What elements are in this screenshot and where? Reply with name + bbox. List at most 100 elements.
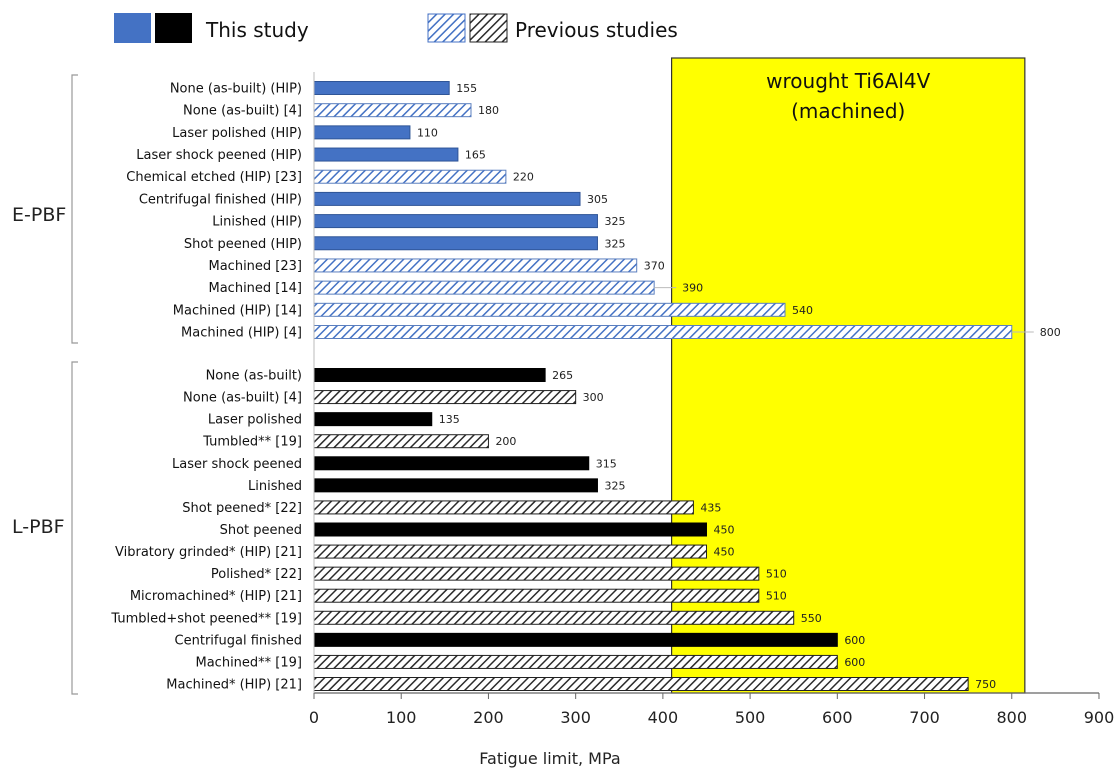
value-label-ebpf-9: 390	[682, 282, 703, 295]
value-label-lpbf-6: 435	[700, 501, 721, 514]
group-label-ebpf: E-PBF	[12, 204, 66, 226]
category-label-ebpf-7: Shot peened (HIP)	[184, 237, 302, 252]
legend: This study Previous studies	[114, 13, 678, 43]
x-tick-label-2: 200	[473, 708, 504, 727]
value-label-lpbf-11: 550	[801, 612, 822, 625]
bar-ebpf-4	[313, 169, 507, 184]
band-label-line-1: wrought Ti6Al4V	[766, 69, 930, 93]
category-label-ebpf-1: None (as-built) [4]	[183, 104, 302, 119]
value-label-lpbf-10: 510	[766, 590, 787, 603]
value-label-ebpf-10: 540	[792, 304, 813, 317]
category-label-lpbf-8: Vibratory grinded* (HIP) [21]	[115, 545, 302, 560]
bar-lpbf-8	[313, 544, 707, 559]
bar-lpbf-9	[313, 566, 760, 581]
value-label-ebpf-8: 370	[644, 259, 665, 272]
bar-ebpf-3	[313, 147, 459, 162]
category-label-lpbf-11: Tumbled+shot peened** [19]	[110, 611, 302, 626]
value-label-ebpf-0: 155	[456, 82, 477, 95]
x-tick-label-6: 600	[822, 708, 853, 727]
category-label-ebpf-0: None (as-built) (HIP)	[170, 82, 302, 97]
category-label-lpbf-9: Polished* [22]	[211, 567, 302, 582]
category-label-ebpf-10: Machined (HIP) [14]	[173, 303, 302, 318]
bar-ebpf-11	[313, 325, 1013, 339]
bar-lpbf-14	[313, 677, 969, 691]
bar-lpbf-7	[313, 522, 707, 537]
category-label-ebpf-2: Laser polished (HIP)	[172, 126, 302, 141]
value-label-lpbf-5: 325	[604, 479, 625, 492]
category-label-lpbf-7: Shot peened	[220, 523, 302, 538]
band-label-line-2: (machined)	[791, 99, 905, 123]
bar-lpbf-6	[313, 500, 694, 515]
value-label-lpbf-13: 600	[844, 656, 865, 669]
bar-lpbf-4	[313, 456, 590, 471]
bar-lpbf-11	[313, 610, 795, 625]
value-label-lpbf-3: 200	[495, 435, 516, 448]
x-tick-label-4: 400	[648, 708, 679, 727]
group-bracket-lpbf	[71, 361, 78, 695]
x-tick-label-9: 900	[1084, 708, 1115, 727]
value-label-lpbf-2: 135	[439, 413, 460, 426]
value-label-lpbf-7: 450	[713, 524, 734, 537]
category-label-ebpf-3: Laser shock peened (HIP)	[136, 148, 302, 163]
x-axis-title: Fatigue limit, MPa	[479, 749, 620, 768]
category-label-lpbf-3: Tumbled** [19]	[202, 435, 302, 450]
bar-ebpf-9	[313, 280, 655, 295]
category-label-lpbf-1: None (as-built) [4]	[183, 391, 302, 406]
category-label-lpbf-5: Linished	[248, 479, 302, 494]
value-label-ebpf-3: 165	[465, 149, 486, 162]
value-label-ebpf-4: 220	[513, 171, 534, 184]
group-brackets: E-PBF L-PBF	[12, 74, 78, 695]
group-bracket-ebpf	[71, 74, 78, 344]
x-tick-label-5: 500	[735, 708, 766, 727]
category-label-lpbf-2: Laser polished	[208, 413, 302, 428]
category-label-ebpf-11: Machined (HIP) [4]	[181, 326, 302, 341]
value-label-ebpf-6: 325	[604, 215, 625, 228]
bar-ebpf-10	[313, 302, 786, 317]
category-label-lpbf-14: Machined* (HIP) [21]	[166, 678, 302, 693]
category-label-lpbf-0: None (as-built)	[206, 369, 302, 384]
bar-ebpf-6	[313, 214, 598, 229]
value-label-ebpf-11: 800	[1040, 326, 1061, 339]
value-label-lpbf-4: 315	[596, 457, 617, 470]
bars-layer: None (as-built) (HIP) 155 None (as-built) …	[110, 81, 1061, 693]
value-label-lpbf-0: 265	[552, 369, 573, 382]
value-label-lpbf-1: 300	[583, 391, 604, 404]
bar-ebpf-2	[313, 125, 411, 140]
bar-lpbf-12	[313, 632, 838, 647]
value-label-lpbf-14: 750	[975, 678, 996, 691]
x-axis: 0 100 200 300 400 500 600 700 800 900	[309, 72, 1114, 727]
category-label-ebpf-9: Machined [14]	[209, 281, 303, 296]
bar-ebpf-1	[313, 103, 472, 118]
value-label-ebpf-2: 110	[417, 126, 438, 139]
bar-ebpf-0	[313, 81, 450, 95]
bar-lpbf-2	[313, 412, 433, 427]
x-tick-label-1: 100	[386, 708, 417, 727]
x-tick-label-7: 700	[909, 708, 940, 727]
value-label-ebpf-7: 325	[604, 237, 625, 250]
legend-swatch-prev-ebpf	[427, 13, 466, 43]
wrought-reference-band	[671, 57, 1026, 694]
category-label-lpbf-13: Machined** [19]	[196, 655, 303, 670]
category-label-ebpf-5: Centrifugal finished (HIP)	[139, 192, 302, 207]
group-label-lpbf: L-PBF	[12, 516, 65, 538]
legend-swatch-prev-lpbf	[469, 13, 508, 43]
bar-lpbf-0	[313, 368, 546, 382]
value-label-ebpf-1: 180	[478, 104, 499, 117]
category-label-lpbf-4: Laser shock peened	[172, 457, 302, 472]
value-label-lpbf-9: 510	[766, 568, 787, 581]
bar-ebpf-5	[313, 191, 581, 206]
bar-ebpf-7	[313, 236, 598, 251]
category-label-lpbf-10: Micromachined* (HIP) [21]	[130, 589, 302, 604]
category-label-lpbf-12: Centrifugal finished	[175, 633, 302, 648]
category-label-ebpf-8: Machined [23]	[209, 259, 303, 274]
value-label-ebpf-5: 305	[587, 193, 608, 206]
bar-lpbf-5	[313, 478, 598, 493]
value-label-lpbf-12: 600	[844, 634, 865, 647]
legend-swatch-this-ebpf	[114, 13, 151, 43]
x-tick-label-0: 0	[309, 708, 319, 727]
bar-lpbf-13	[313, 654, 838, 669]
bar-lpbf-1	[313, 390, 577, 405]
bar-ebpf-8	[313, 258, 638, 273]
